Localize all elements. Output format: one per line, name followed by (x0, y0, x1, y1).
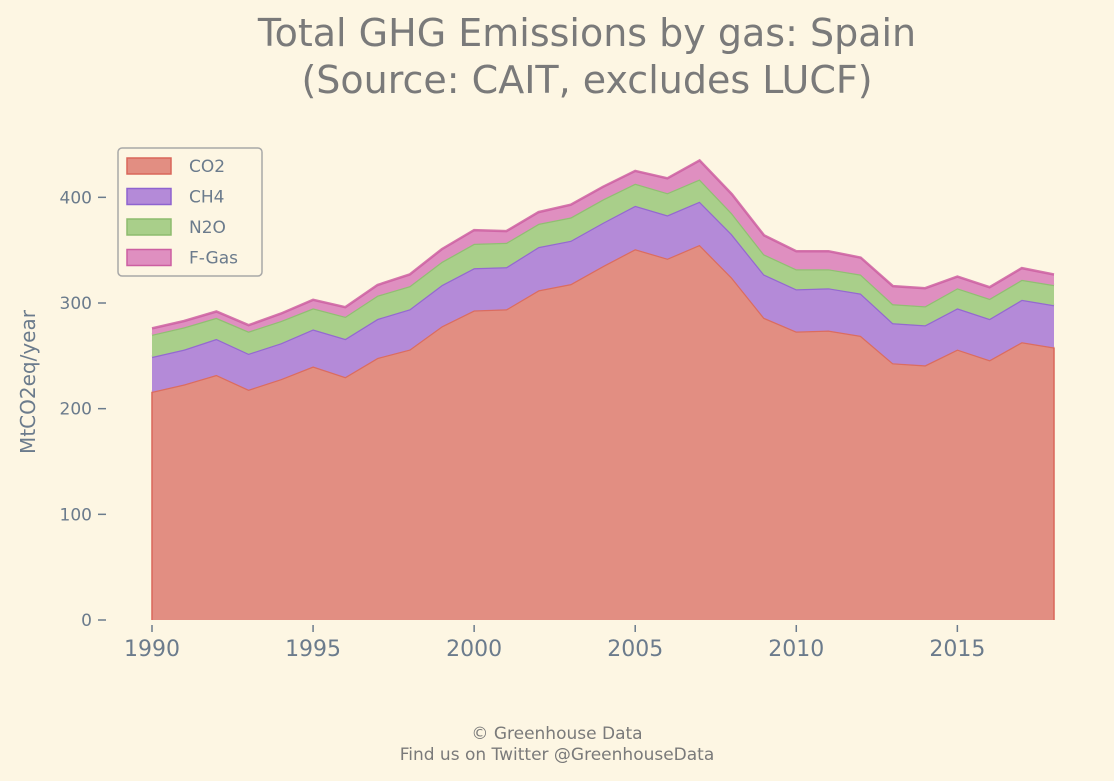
x-tick-label-1995: 1995 (285, 637, 341, 662)
chart-title: Total GHG Emissions by gas: Spain (Sourc… (257, 11, 916, 102)
x-tick-label-2005: 2005 (607, 637, 663, 662)
legend-label-f-gas: F-Gas (189, 249, 238, 269)
legend-label-ch4: CH4 (189, 188, 224, 208)
legend-box (117, 147, 263, 277)
legend-swatch-ch4 (126, 187, 172, 206)
y-tick-label-200: 200 (60, 400, 92, 420)
area-ch4 (152, 201, 1054, 392)
line-f-gas (151, 158, 1055, 330)
chart-title-line-2: (Source: CAIT, excludes LUCF) (301, 58, 872, 102)
axes: 0 100 200 300 400 1990 1995 2000 2005 2010 2015 (60, 188, 986, 662)
x-tick-label-1990: 1990 (124, 637, 180, 662)
x-tick-label-2000: 2000 (446, 637, 502, 662)
x-tick-label-2015: 2015 (929, 637, 985, 662)
legend-swatch-co2 (126, 157, 172, 175)
legend-label-n2o: N2O (189, 218, 226, 238)
plot-area (151, 158, 1055, 620)
legend-label-co2: CO2 (189, 157, 225, 177)
footer-twitter: Find us on Twitter @GreenhouseData (399, 745, 715, 765)
legend-swatch-n2o (126, 218, 172, 236)
y-tick-label-400: 400 (60, 188, 92, 208)
area-n2o (152, 179, 1054, 357)
chart-title-line-1: Total GHG Emissions by gas: Spain (257, 11, 916, 55)
y-tick-label-300: 300 (60, 294, 92, 314)
legend-swatch-f-gas (126, 248, 172, 267)
y-tick-label-0: 0 (81, 611, 92, 631)
area-co2 (152, 244, 1054, 620)
area-f-gas (152, 160, 1054, 335)
x-tick-label-2010: 2010 (768, 637, 824, 662)
y-tick-label-100: 100 (60, 505, 92, 525)
legend: CO2 CH4 N2O F-Gas (117, 147, 263, 277)
footer-copyright: © Greenhouse Data (471, 724, 643, 744)
y-axis-label: MtCO2eq/year (16, 309, 40, 454)
